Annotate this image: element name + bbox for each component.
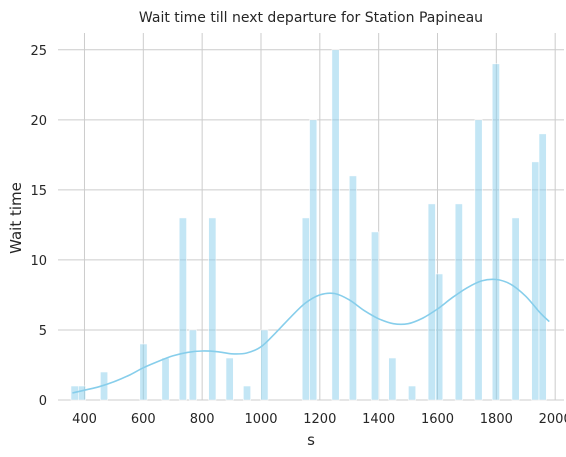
histogram-bar [511,217,520,401]
y-tick-label: 20 [30,114,47,129]
x-tick-label: 1200 [303,412,336,427]
histogram-bar [427,203,436,401]
histogram-bar [301,217,310,401]
histogram-bar [225,357,234,401]
y-tick-label: 5 [39,324,47,339]
chart-title: Wait time till next departure for Statio… [139,10,483,26]
histogram-bar [388,357,397,401]
y-tick-label: 0 [39,394,47,409]
density-curve [72,278,550,394]
histogram-bar [208,217,217,401]
histogram-bar [243,385,251,401]
y-axis-label: Wait time [7,182,25,254]
histogram-bar [435,273,444,401]
y-axis-ticks: 0 5 10 15 20 25 [30,44,47,409]
histogram-bar [161,357,170,401]
histogram-bar [260,329,269,401]
x-tick-label: 400 [72,412,97,427]
histogram-bar [188,329,197,401]
histogram-bar [309,119,318,401]
x-tick-label: 1400 [362,412,395,427]
histogram-bar [474,119,483,401]
histogram-bar [178,217,187,401]
histogram-bar [348,175,357,401]
histogram-bars [70,49,547,401]
x-tick-label: 1000 [244,412,277,427]
histogram-bar [454,203,463,401]
y-tick-label: 25 [30,44,47,59]
histogram-bar [408,385,417,401]
y-tick-label: 15 [30,184,47,199]
x-tick-label: 1600 [421,412,454,427]
x-tick-label: 1800 [480,412,513,427]
x-axis-label: s [307,431,315,449]
x-tick-label: 800 [190,412,215,427]
histogram-bar [538,133,547,401]
x-tick-label: 600 [131,412,156,427]
y-tick-label: 10 [30,254,47,269]
histogram-bar [371,231,379,401]
histogram-bar [531,161,540,401]
histogram-bar [77,385,86,401]
histogram-bar [491,63,500,401]
histogram-bar [139,343,148,401]
histogram-bar [331,49,340,401]
